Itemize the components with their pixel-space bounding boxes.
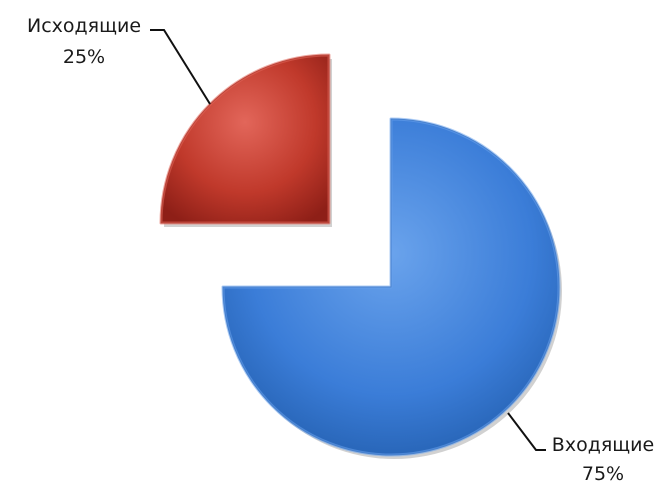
pie-slice-outgoing: [160, 54, 330, 224]
slice-bevel-highlight: [221, 117, 561, 457]
leader-lines-layer: [150, 29, 546, 451]
slice-category-label: Исходящие: [27, 15, 141, 37]
slice-percent-label: 75%: [582, 463, 624, 485]
slice-category-label: Входящие: [552, 434, 654, 456]
leader-line: [507, 412, 546, 451]
slice-percent-label: 25%: [63, 46, 105, 68]
slices-layer: [159, 53, 562, 459]
data-labels-layer: Исходящие 25% Входящие 75%: [27, 15, 654, 485]
leader-line: [150, 29, 211, 105]
slice-bevel-highlight: [159, 53, 331, 225]
